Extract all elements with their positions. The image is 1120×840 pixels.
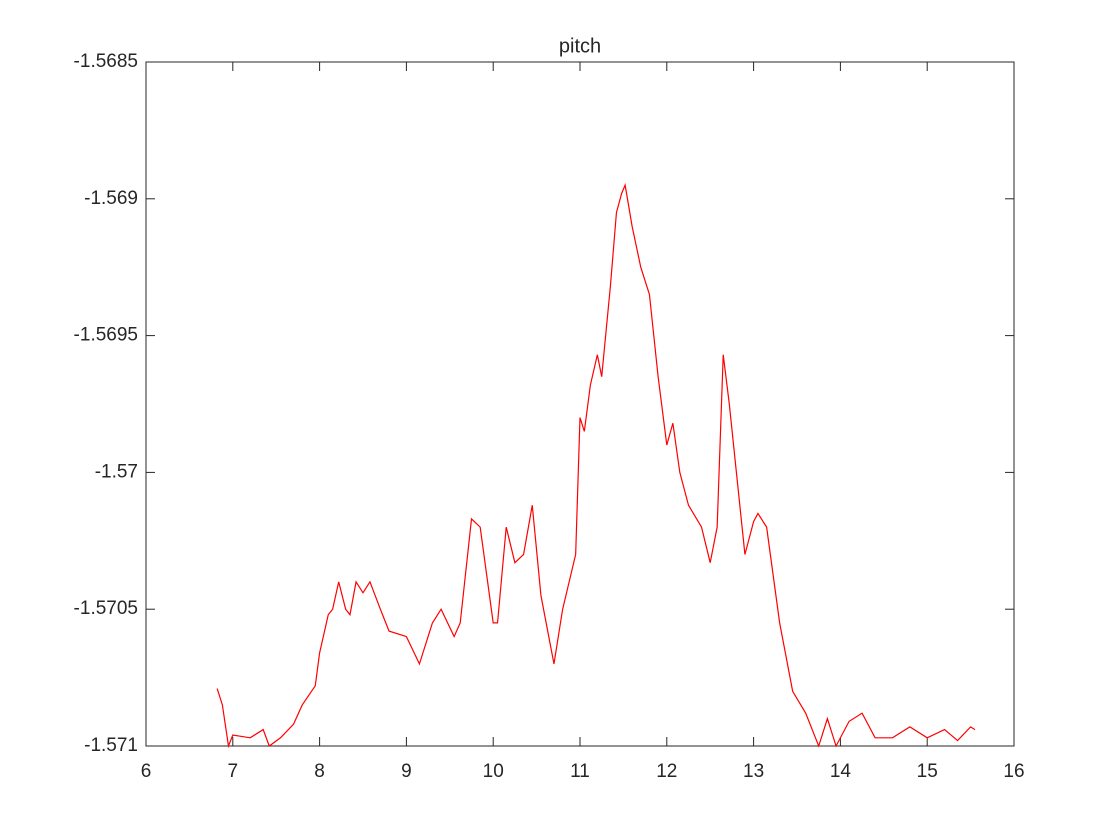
y-tick-label: -1.5685 bbox=[74, 51, 138, 72]
x-tick-label: 9 bbox=[401, 761, 412, 782]
x-tick-label: 10 bbox=[483, 761, 504, 782]
plot-area bbox=[145, 61, 1015, 747]
x-tick-label: 11 bbox=[570, 761, 590, 782]
x-tick-label: 7 bbox=[228, 761, 239, 782]
x-tick-label: 8 bbox=[314, 761, 325, 782]
x-tick-label: 14 bbox=[830, 761, 852, 782]
y-tick-label: -1.571 bbox=[84, 735, 138, 756]
y-tick-label: -1.5695 bbox=[74, 325, 138, 346]
y-tick-label: -1.569 bbox=[84, 188, 138, 209]
x-tick-label: 6 bbox=[141, 761, 152, 782]
x-tick-label: 15 bbox=[917, 761, 938, 782]
x-tick-label: 12 bbox=[656, 761, 677, 782]
data-line bbox=[216, 182, 976, 749]
x-tick-label: 16 bbox=[1003, 761, 1024, 782]
chart-title: pitch bbox=[559, 35, 601, 57]
x-tick-label: 13 bbox=[743, 761, 764, 782]
y-tick-label: -1.57 bbox=[95, 461, 138, 482]
y-tick-label: -1.5705 bbox=[74, 598, 138, 619]
